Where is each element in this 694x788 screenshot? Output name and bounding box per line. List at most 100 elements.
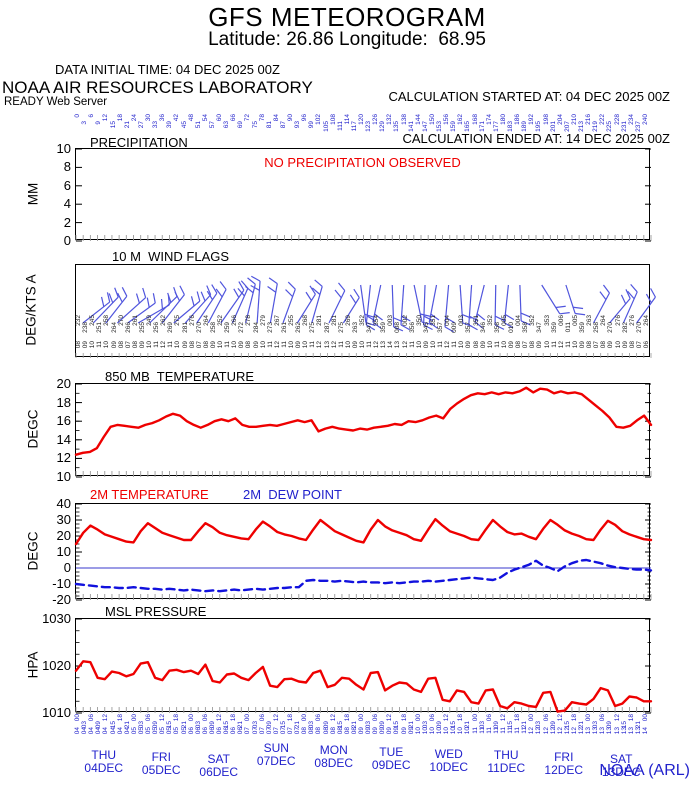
rotated-value-label: 12 — [329, 714, 337, 722]
y-tick-label: 10 — [56, 469, 71, 484]
y-tick-label: 20 — [56, 376, 71, 391]
rotated-value-label: 12 — [443, 714, 451, 722]
wind-barb-icon — [372, 284, 383, 329]
rotated-value-label: 275 — [174, 315, 182, 326]
day-of-week: FRI — [554, 750, 574, 764]
y-tick-label: 1020 — [42, 658, 71, 673]
rotated-value-label: 008 — [394, 322, 402, 333]
rotated-value-label: 10 — [103, 341, 111, 349]
rotated-value-label: 07 — [244, 727, 252, 735]
wind-barb-icon — [311, 279, 323, 324]
rotated-value-label: 69 — [237, 121, 245, 129]
day-date: 06DEC — [199, 764, 239, 779]
mslp-panel-title: MSL PRESSURE — [103, 604, 209, 619]
rotated-value-label: 06 — [599, 714, 607, 722]
wind-barb-icon — [622, 283, 638, 324]
y-tick-label: 30 — [56, 512, 71, 527]
rotated-value-label: 06 — [145, 714, 152, 722]
rotated-value-label: 48 — [187, 114, 195, 122]
y-tick-label: 10 — [56, 141, 71, 156]
wind-barb-icon — [173, 291, 201, 324]
y-tick-label: 16 — [56, 413, 71, 429]
date-label: FRI 05DEC — [131, 751, 191, 776]
rotated-value-label: 270 — [607, 322, 615, 333]
wind-barb-icon — [423, 284, 434, 331]
y-tick-label: 4 — [63, 196, 71, 212]
wind-barb-icon — [365, 284, 377, 331]
date-label: TUE 09DEC — [361, 746, 421, 771]
rotated-value-label: 06 — [258, 714, 266, 722]
y-tick-label: -20 — [52, 592, 71, 607]
date-label: FRI 12DEC — [534, 751, 594, 776]
rotated-value-label: 18 — [116, 114, 124, 122]
rotated-value-label: 00 — [471, 714, 479, 722]
2m-temperature-line — [74, 517, 653, 546]
wind-direction-strip: 232 238 245 251 258 264 270 266 261 255 249 256 262 2… — [75, 315, 651, 339]
wind-barb-icon — [360, 284, 376, 327]
wind-barb-icon — [296, 285, 316, 324]
rotated-value-label: 278 — [245, 315, 253, 326]
rotated-value-label: 18 — [400, 714, 408, 722]
day-of-week: THU — [91, 748, 117, 762]
t2m-temp-label: 2M TEMPERATURE — [90, 487, 209, 502]
wind-barb-icon — [245, 277, 256, 324]
day-of-week: SAT — [207, 752, 230, 766]
wind-barb-icon — [116, 287, 147, 324]
rotated-value-label: 51 — [194, 121, 202, 129]
day-date: 10DEC — [429, 759, 469, 774]
day-date: 12DEC — [544, 762, 584, 777]
day-date: 04DEC — [84, 760, 124, 775]
rotated-value-label: 0 — [74, 114, 81, 118]
rotated-value-label: 06 — [88, 714, 96, 722]
rotated-value-label: 21 — [123, 121, 131, 129]
rotated-value-label: 42 — [173, 114, 181, 122]
date-label: SUN 07DEC — [246, 742, 306, 767]
rotated-value-label: 06 — [315, 714, 323, 722]
wind-barb-icon — [468, 284, 479, 331]
rotated-value-label: 00 — [301, 714, 309, 722]
rotated-value-label: 347 — [536, 322, 544, 333]
rotated-value-label: 13 — [606, 727, 614, 735]
temperature-850mb-panel — [74, 383, 653, 478]
rotated-value-label: 09 — [536, 341, 544, 349]
t2m-plot — [74, 503, 653, 601]
rotated-value-label: 30 — [145, 114, 152, 122]
calculation-times: CALCULATION STARTED AT: 04 DEC 2025 00Z … — [388, 62, 670, 174]
date-label: THU 11DEC — [476, 749, 536, 774]
wind-barb-icon — [503, 284, 515, 329]
calc-started: CALCULATION STARTED AT: 04 DEC 2025 00Z — [388, 89, 670, 104]
rotated-value-label: 18 — [570, 714, 578, 722]
day-date: 08DEC — [314, 755, 354, 770]
rotated-value-label: 06 — [485, 714, 493, 722]
wind-speed-strip: 08 09 10 11 10 09 08 07 08 09 10 11 12 11 10 09 08 07 08 09… — [75, 341, 651, 355]
rotated-value-label: 18 — [343, 714, 351, 722]
rotated-value-label: 36 — [159, 114, 167, 122]
no-precipitation-note: NO PRECIPITATION OBSERVED — [264, 155, 461, 170]
wind-barb-icon — [184, 285, 212, 324]
y-tick-label: 0 — [63, 233, 71, 248]
org-name: NOAA AIR RESOURCES LABORATORY — [2, 78, 313, 97]
rotated-value-label: 39 — [166, 121, 174, 129]
rotated-value-label: 14 — [641, 727, 649, 735]
rotated-value-label: 18 — [514, 714, 522, 722]
rotated-value-label: 63 — [223, 121, 231, 129]
wind-barb-icon — [250, 275, 261, 324]
wind-barb-icon — [519, 284, 531, 326]
day-of-week: THU — [493, 748, 519, 762]
rotated-value-label: 6 — [88, 114, 96, 118]
rotated-value-label: 264 — [642, 315, 650, 326]
t2m-dewpoint-label: 2M DEW POINT — [243, 487, 342, 502]
rotated-value-label: 00 — [585, 714, 593, 722]
page-title: GFS METEOROGRAM — [208, 2, 486, 32]
rotated-value-label: 12 — [272, 714, 280, 722]
rotated-value-label: 18 — [173, 714, 181, 722]
rotated-value-label: 12 — [102, 114, 110, 122]
rotated-value-label: 84 — [272, 114, 280, 122]
rotated-value-label: 12 — [102, 714, 110, 722]
rotated-value-label: 18 — [627, 714, 635, 722]
rotated-value-label: 06 — [201, 714, 209, 722]
rotated-value-label: 27 — [137, 121, 145, 129]
rotated-value-label: 06 — [542, 714, 550, 722]
rotated-value-label: 06 — [428, 714, 436, 722]
wind-barb-icon — [267, 277, 278, 324]
